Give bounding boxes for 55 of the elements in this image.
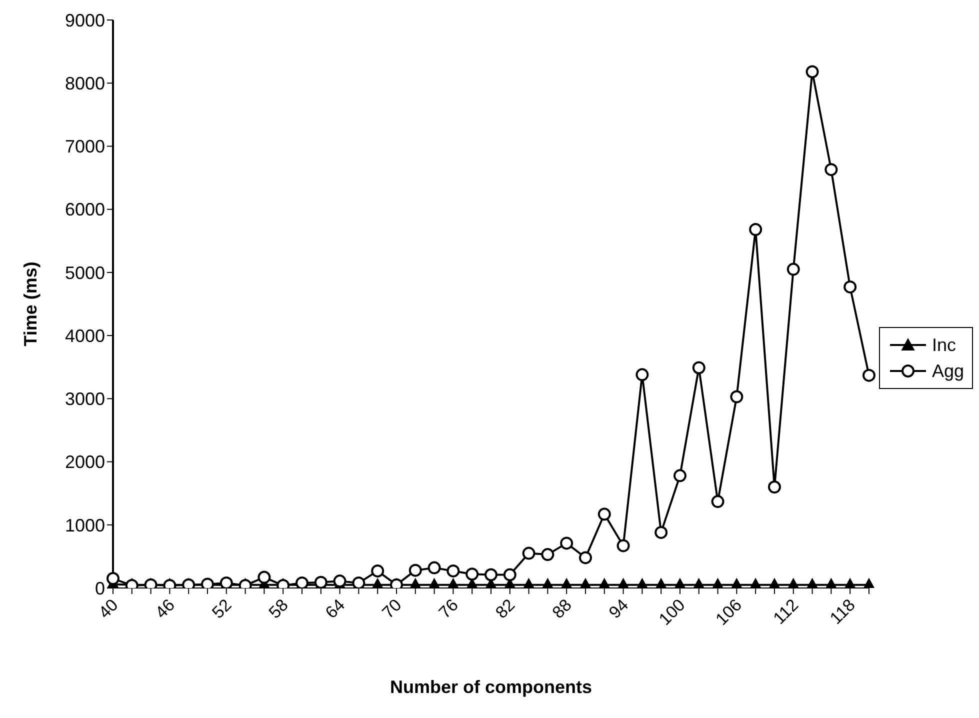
point (749, 223, 762, 236)
point (560, 536, 574, 550)
x-tick-label: 106 (712, 595, 746, 629)
legend-label: Agg (932, 360, 964, 382)
point (333, 574, 346, 588)
y-tick-label: 8000 (64, 74, 105, 94)
y-tick-label: 9000 (64, 10, 105, 30)
x-tick-label: 58 (265, 595, 292, 622)
point (541, 548, 554, 562)
x-tick-label: 76 (435, 595, 462, 622)
point (503, 568, 516, 582)
x-tick-label: 70 (378, 595, 406, 622)
x-tick-label: 118 (826, 595, 859, 628)
y-tick-label: 4000 (64, 326, 105, 346)
point (786, 262, 800, 276)
point (598, 508, 611, 521)
y-tick-label: 2000 (64, 452, 105, 472)
point (654, 526, 668, 539)
x-tick-label: 82 (492, 595, 519, 622)
x-axis-title: Number of components (390, 677, 592, 697)
point (446, 564, 460, 578)
y-tick-label: 1000 (64, 515, 105, 536)
y-axis-title: Time (ms) (20, 262, 40, 346)
x-tick-label: 112 (770, 595, 802, 628)
point (106, 572, 120, 586)
point (484, 568, 498, 582)
point (844, 280, 857, 294)
point (636, 368, 649, 382)
point (616, 539, 630, 552)
x-tick-label: 100 (655, 595, 689, 629)
point (371, 564, 384, 578)
point (466, 568, 479, 581)
point (578, 551, 592, 564)
point (408, 564, 422, 577)
y-tick-label: 7000 (64, 136, 105, 157)
point (522, 546, 536, 560)
point (711, 495, 724, 508)
x-tick-label: 94 (605, 595, 632, 622)
y-tick-label: 6000 (64, 200, 105, 220)
point (768, 480, 781, 494)
point (428, 561, 441, 574)
x-tick-label: 64 (322, 595, 349, 622)
x-tick-label: 52 (208, 595, 236, 622)
point (730, 390, 744, 404)
x-tick-label: 46 (152, 595, 179, 622)
point (806, 65, 819, 78)
point (824, 163, 838, 176)
point (862, 368, 876, 382)
x-tick-label: 88 (548, 595, 576, 622)
legend-label: Inc (932, 334, 956, 356)
point (258, 570, 271, 584)
point (673, 469, 686, 482)
point (692, 361, 706, 374)
y-tick-label: 3000 (64, 389, 105, 410)
y-tick-label: 5000 (64, 262, 105, 283)
